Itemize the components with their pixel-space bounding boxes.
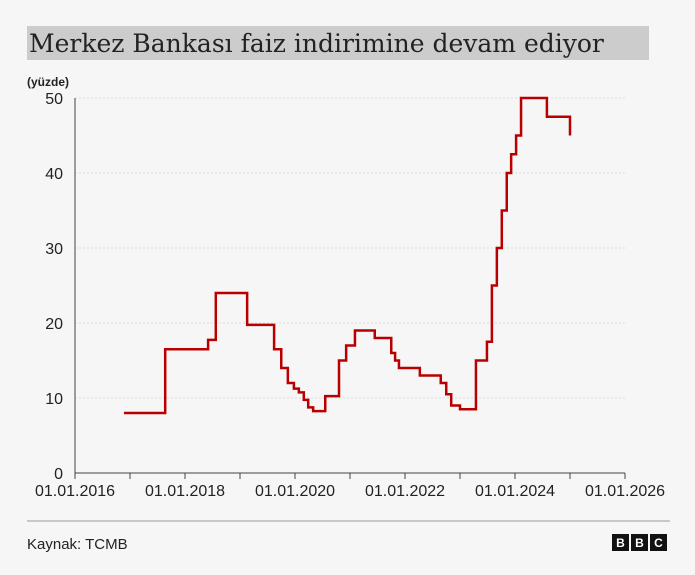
logo-box: [612, 534, 629, 551]
logo-letter: B: [616, 536, 625, 550]
x-tick-label: 01.01.2016: [35, 483, 115, 500]
logo-box: [650, 534, 667, 551]
logo-letter: B: [635, 536, 644, 550]
y-tick-label: 20: [45, 316, 63, 333]
y-tick-label: 10: [45, 391, 63, 408]
step-line: [123, 96, 572, 415]
x-tick-label: 01.01.2020: [255, 483, 335, 500]
x-tick-label: 01.01.2022: [365, 483, 445, 500]
logo-letter: C: [654, 536, 663, 550]
logo-box: [631, 534, 648, 551]
y-tick-label: 40: [45, 166, 63, 183]
y-tick-label: 30: [45, 241, 63, 258]
chart-title: Merkez Bankası faiz indirimine devam edi…: [29, 29, 604, 58]
x-tick-label: 01.01.2018: [145, 483, 225, 500]
y-tick-label: 50: [45, 91, 63, 108]
title-background: [27, 26, 649, 60]
x-tick-label: 01.01.2026: [585, 483, 665, 500]
x-tick-label: 01.01.2024: [475, 483, 555, 500]
y-tick-label: 0: [54, 466, 63, 483]
y-axis-label: (yüzde): [27, 75, 69, 89]
source: Kaynak: TCMB: [27, 536, 128, 553]
